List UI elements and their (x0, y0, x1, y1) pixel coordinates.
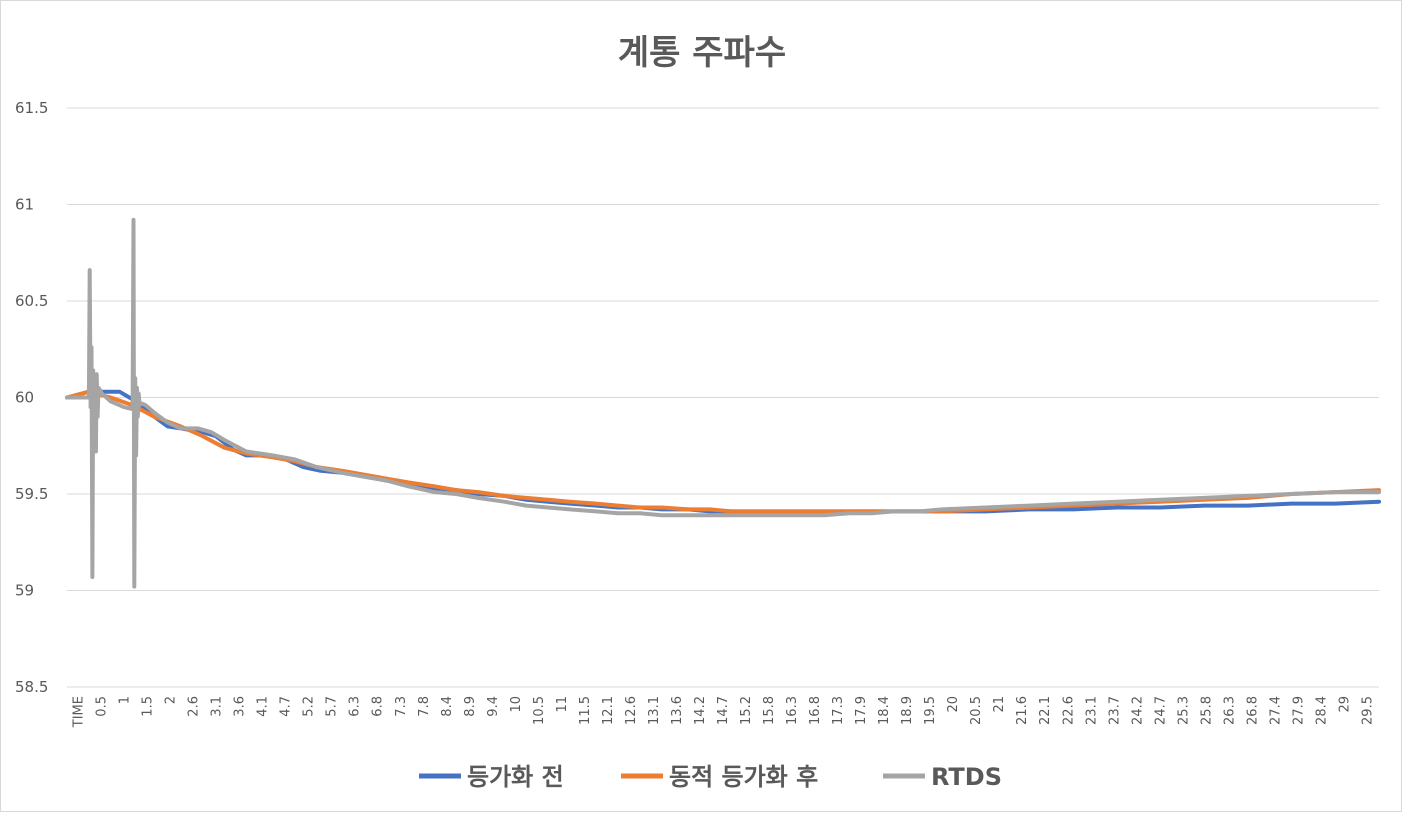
x-tick-label: 23.1 (1084, 696, 1099, 725)
series-line-1 (65, 389, 1381, 514)
x-tick-label: 3.1 (210, 696, 225, 717)
x-tick-label: 12.6 (624, 696, 639, 725)
x-axis-ticks: TIME 0.5 1 1.5 2 2.6 3.1 3.6 4.1 4.7 5.2 5.7 6.3 6.8 7… (72, 696, 1376, 728)
x-tick-label: 29.5 (1360, 696, 1375, 725)
y-tick-label: 59.5 (15, 485, 48, 503)
x-tick-label: 12.1 (601, 696, 616, 725)
y-tick-label: 58.5 (15, 678, 48, 696)
legend: 등가화 전 동적 등가화 후 RTDS (419, 763, 1002, 791)
x-tick-label: 25.8 (1199, 696, 1214, 725)
x-tick-label: 23.7 (1107, 696, 1122, 725)
x-tick-label: 26.3 (1222, 696, 1237, 725)
legend-label-0: 등가화 전 (467, 763, 564, 791)
x-tick-label: 20 (946, 696, 961, 713)
x-tick-label: 18.9 (900, 696, 915, 725)
x-tick-label: 11.5 (578, 696, 593, 725)
x-tick-label: 4.7 (279, 696, 294, 717)
x-tick-label: 15.8 (762, 696, 777, 725)
x-tick-label: 15.2 (739, 696, 754, 725)
x-tick-label: 3.6 (233, 696, 248, 717)
series-line-2 (65, 217, 1381, 589)
x-tick-label: 29 (1337, 696, 1352, 713)
y-axis-ticks: 58.5 59 59.5 60 60.5 61 61.5 (15, 99, 48, 696)
x-tick-label: 28.4 (1314, 696, 1329, 725)
x-tick-label: 7.3 (394, 696, 409, 717)
y-tick-label: 61.5 (15, 99, 48, 117)
x-tick-label: 16.3 (785, 696, 800, 725)
x-tick-label: 5.7 (325, 696, 340, 717)
x-tick-label: 17.3 (831, 696, 846, 725)
x-tick-label: 2.6 (187, 696, 202, 717)
chart-title: 계통 주파수 (618, 33, 786, 73)
x-tick-label: 22.1 (1038, 696, 1053, 725)
x-tick-label: 21.6 (1015, 696, 1030, 725)
x-tick-label: 13.1 (647, 696, 662, 725)
x-tick-label: 19.5 (923, 696, 938, 725)
x-tick-label: 6.3 (348, 696, 363, 717)
x-tick-label: 18.4 (877, 696, 892, 725)
y-tick-label: 59 (15, 582, 34, 600)
x-tick-label: 5.2 (302, 696, 317, 717)
x-tick-label: 20.5 (969, 696, 984, 725)
series-line-0 (65, 389, 1381, 514)
y-tick-label: 61 (15, 196, 34, 214)
series-lines (65, 217, 1381, 589)
x-tick-label: 21 (992, 696, 1007, 713)
x-tick-label: 17.9 (854, 696, 869, 725)
x-tick-label: 25.3 (1176, 696, 1191, 725)
x-tick-label: 7.8 (417, 696, 432, 717)
x-tick-label: 0.5 (95, 696, 110, 717)
x-tick-label: 1.5 (141, 696, 156, 717)
x-tick-label: 24.2 (1130, 696, 1145, 725)
x-tick-label: 1 (118, 696, 133, 704)
legend-label-2: RTDS (931, 763, 1002, 791)
x-tick-label: 26.8 (1245, 696, 1260, 725)
x-tick-label: 8.4 (440, 696, 455, 717)
x-tick-label: 22.6 (1061, 696, 1076, 725)
y-tick-label: 60 (15, 389, 34, 407)
x-tick-label: TIME (72, 696, 87, 728)
x-tick-label: 14.7 (716, 696, 731, 725)
x-tick-label: 24.7 (1153, 696, 1168, 725)
x-tick-label: 8.9 (463, 696, 478, 717)
x-tick-label: 11 (555, 696, 570, 713)
x-tick-label: 9.4 (486, 696, 501, 717)
x-tick-label: 6.8 (371, 696, 386, 717)
y-tick-label: 60.5 (15, 292, 48, 310)
x-tick-label: 2 (164, 696, 179, 704)
x-tick-label: 4.1 (256, 696, 271, 717)
x-tick-label: 16.8 (808, 696, 823, 725)
legend-label-1: 동적 등가화 후 (669, 763, 818, 791)
x-tick-label: 27.4 (1268, 696, 1283, 725)
x-tick-label: 13.6 (670, 696, 685, 725)
gridlines (67, 107, 1379, 688)
x-tick-label: 10.5 (532, 696, 547, 725)
x-tick-label: 14.2 (693, 696, 708, 725)
x-tick-label: 27.9 (1291, 696, 1306, 725)
x-tick-label: 10 (509, 696, 524, 713)
